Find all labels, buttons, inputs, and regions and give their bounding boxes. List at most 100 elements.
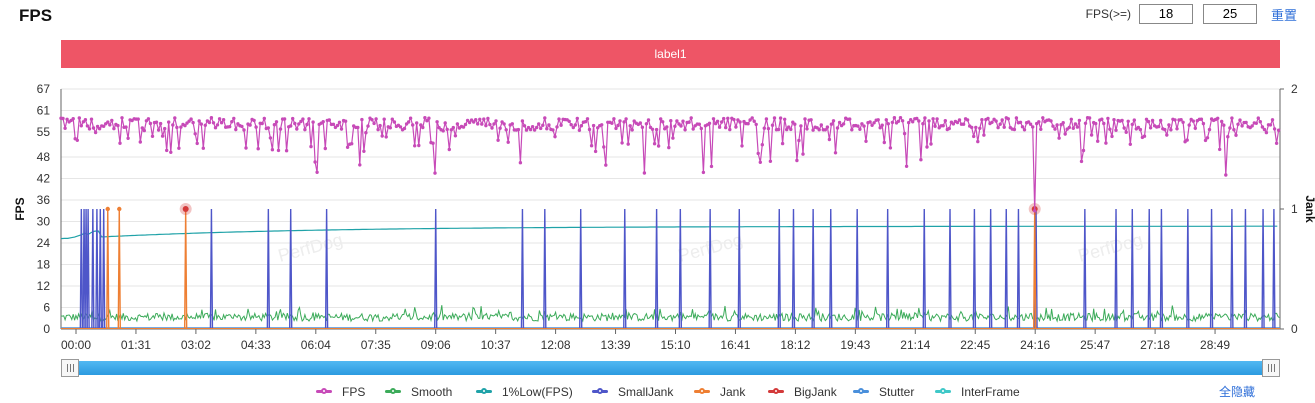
legend-item[interactable]: Stutter <box>853 383 928 401</box>
fps-point <box>516 127 521 132</box>
fps-point <box>642 171 647 175</box>
fps-point <box>955 120 960 125</box>
fps-point <box>1067 125 1072 130</box>
smalljank-mark <box>1114 208 1118 330</box>
fps-threshold-input-2[interactable] <box>1203 4 1257 24</box>
fps-point <box>154 120 159 124</box>
slider-right-handle[interactable] <box>1262 359 1280 377</box>
legend-item[interactable]: 1%Low(FPS) <box>476 383 581 401</box>
fps-point <box>994 119 998 123</box>
legend-item[interactable]: BigJank <box>768 383 848 401</box>
fps-point <box>618 119 622 123</box>
fps-point <box>1128 142 1133 146</box>
fps-point <box>541 123 545 128</box>
fps-point <box>335 123 340 128</box>
y-left-tick-label: 48 <box>37 150 51 164</box>
fps-point <box>787 125 791 129</box>
x-tick-label: 15:10 <box>660 338 690 352</box>
fps-point <box>417 143 421 148</box>
fps-point <box>79 124 84 128</box>
fps-point <box>1193 126 1198 130</box>
fps-threshold-input-1[interactable] <box>1139 4 1193 24</box>
fps-point <box>1073 122 1078 126</box>
fps-point <box>518 161 523 165</box>
label-bar[interactable]: label1 <box>61 40 1280 68</box>
fps-point <box>976 139 980 144</box>
fps-point <box>110 118 114 123</box>
fps-point <box>1081 148 1086 153</box>
legend-swatch-dot <box>773 388 779 394</box>
fps-point <box>1234 133 1238 137</box>
fps-point <box>872 121 876 125</box>
legend-label: Stutter <box>879 385 915 399</box>
fps-point <box>1270 118 1275 122</box>
fps-point <box>823 128 827 132</box>
hide-all-button[interactable]: 全隐藏 <box>1218 385 1255 399</box>
fps-point <box>799 124 803 128</box>
time-range-track[interactable] <box>71 361 1270 375</box>
fps-point <box>71 117 75 121</box>
fps-point <box>612 117 616 121</box>
fps-point <box>870 123 874 128</box>
fps-point <box>331 122 336 127</box>
reset-button[interactable]: 重置 <box>1271 7 1298 23</box>
fps-point <box>650 127 655 131</box>
fps-point <box>488 122 492 127</box>
fps-point <box>858 127 862 131</box>
fps-point <box>1264 130 1269 135</box>
fps-point <box>669 119 673 123</box>
smalljank-mark <box>520 208 525 330</box>
smalljank-mark <box>579 208 583 330</box>
fps-point <box>1100 117 1104 121</box>
fps-point <box>1268 123 1273 127</box>
chart-gridlines <box>61 88 1280 330</box>
fps-point <box>260 121 264 126</box>
fps-point <box>126 136 130 140</box>
fps-point <box>1146 119 1151 124</box>
legend-item[interactable]: SmallJank <box>592 383 682 401</box>
legend-item[interactable]: Smooth <box>385 383 465 401</box>
smalljank-mark <box>209 208 214 330</box>
fps-point <box>661 120 665 124</box>
fps-point <box>201 146 205 150</box>
legend-item[interactable]: InterFrame <box>935 383 1035 401</box>
fps-point <box>108 123 112 127</box>
fps-point <box>234 127 238 132</box>
fps-point <box>1053 127 1057 131</box>
fps-point <box>262 116 266 121</box>
fps-point <box>728 127 732 132</box>
slider-left-handle[interactable] <box>61 359 79 377</box>
fps-point <box>831 119 836 123</box>
legend-item[interactable]: Jank <box>694 383 759 401</box>
fps-point <box>496 138 500 142</box>
fps-chart: PerfDog PerfDog PerfDog 061218243036424855… <box>13 82 1315 352</box>
fps-point <box>715 119 720 124</box>
fps-point <box>455 122 460 126</box>
fps-point <box>445 127 449 132</box>
fps-point <box>217 117 222 121</box>
y-axis-right: 0 1 2 <box>1279 82 1298 336</box>
fps-point <box>567 119 571 124</box>
smalljank-mark <box>289 208 293 330</box>
legend-swatch <box>935 387 951 397</box>
fps-point <box>453 134 458 138</box>
fps-point <box>697 122 701 126</box>
fps-point <box>1222 123 1226 127</box>
fps-point <box>211 121 216 125</box>
fps-point <box>289 124 293 128</box>
fps-point <box>681 119 685 123</box>
x-tick-label: 03:02 <box>181 338 211 352</box>
bigjank-point <box>182 206 189 212</box>
fps-point <box>254 125 258 129</box>
smalljank-mark <box>708 208 712 330</box>
fps-point <box>106 120 110 124</box>
fps-point <box>970 125 974 130</box>
fps-point <box>837 120 842 125</box>
fps-point <box>933 124 937 128</box>
legend-item[interactable]: FPS <box>316 383 376 401</box>
fps-point <box>996 125 1000 130</box>
time-range-slider[interactable] <box>61 359 1280 377</box>
fps-point <box>750 116 754 120</box>
fps-point <box>136 117 140 121</box>
fps-point <box>589 144 594 148</box>
